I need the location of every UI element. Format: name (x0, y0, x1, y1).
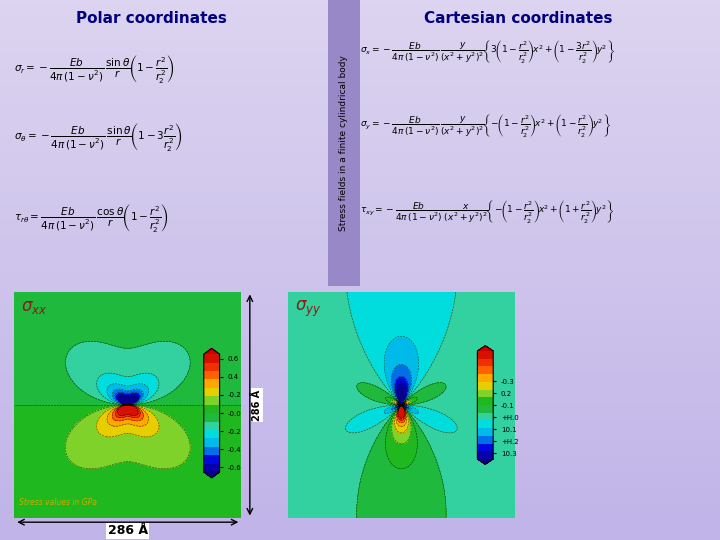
Text: $\sigma_\theta = -\dfrac{Eb}{4\pi\,(1-\nu^2)}\,\dfrac{\sin\theta}{r}\!\left(1 - : $\sigma_\theta = -\dfrac{Eb}{4\pi\,(1-\n… (14, 122, 183, 153)
PathPatch shape (477, 346, 493, 351)
Text: $\tau_{r\theta} = \dfrac{Eb}{4\pi\,(1-\nu^2)}\,\dfrac{\cos\theta}{r}\!\left(1 - : $\tau_{r\theta} = \dfrac{Eb}{4\pi\,(1-\n… (14, 201, 169, 233)
Text: $\tau_{xy} = -\dfrac{Eb}{4\pi\,(1-\nu^2)}\,\dfrac{x}{(x^2+y^2)^2}\!\left\{-\!\le: $\tau_{xy} = -\dfrac{Eb}{4\pi\,(1-\nu^2)… (360, 198, 614, 225)
Bar (328, 0, 360, 286)
Text: $\sigma_x = -\dfrac{Eb}{4\pi\,(1-\nu^2)}\,\dfrac{y}{(x^2+y^2)^2}\!\left\{3\!\lef: $\sigma_x = -\dfrac{Eb}{4\pi\,(1-\nu^2)}… (360, 38, 615, 65)
PathPatch shape (477, 459, 493, 464)
Text: $\sigma_{yy}$: $\sigma_{yy}$ (294, 299, 321, 319)
Text: 286 Å: 286 Å (252, 389, 262, 421)
Text: Stress values in GPa: Stress values in GPa (19, 498, 96, 507)
Text: $\sigma_r = -\dfrac{Eb}{4\pi\,(1-\nu^2)}\,\dfrac{\sin\theta}{r}\!\left(1 - \dfra: $\sigma_r = -\dfrac{Eb}{4\pi\,(1-\nu^2)}… (14, 53, 175, 85)
PathPatch shape (204, 472, 220, 478)
Text: $\sigma_{xx}$: $\sigma_{xx}$ (21, 299, 48, 316)
PathPatch shape (204, 348, 220, 354)
Text: Polar coordinates: Polar coordinates (76, 11, 227, 26)
Text: $\sigma_y = -\dfrac{Eb}{4\pi\,(1-\nu^2)}\,\dfrac{y}{(x^2+y^2)^2}\!\left\{-\!\lef: $\sigma_y = -\dfrac{Eb}{4\pi\,(1-\nu^2)}… (360, 112, 611, 139)
Text: Cartesian coordinates: Cartesian coordinates (424, 11, 613, 26)
Text: 286 Å: 286 Å (108, 524, 148, 537)
Text: Stress fields in a finite cylindrical body: Stress fields in a finite cylindrical bo… (339, 55, 348, 231)
